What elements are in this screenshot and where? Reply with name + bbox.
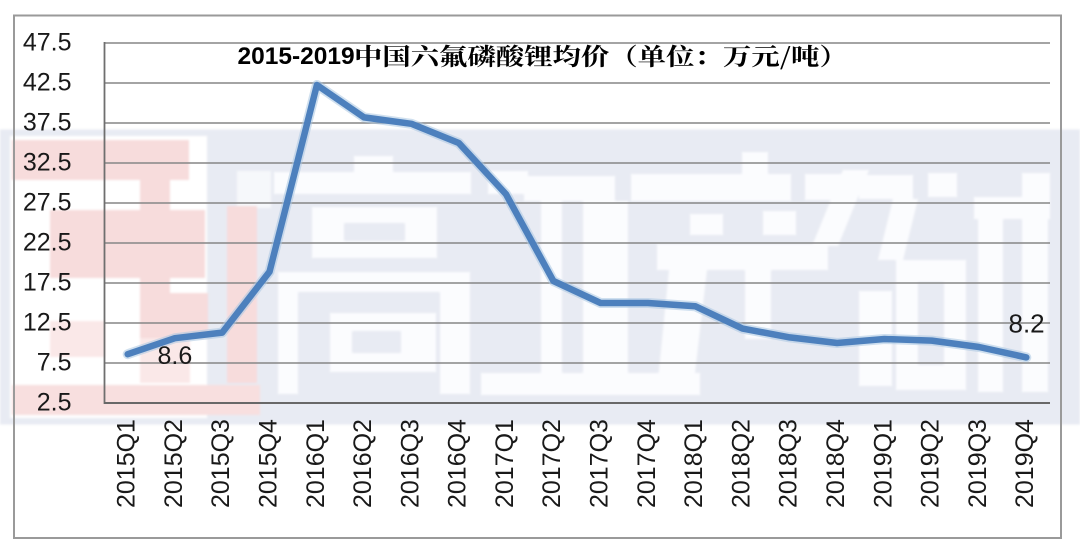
svg-text:2018Q3: 2018Q3	[775, 419, 803, 508]
svg-text:2017Q1: 2017Q1	[491, 419, 519, 508]
svg-text:42.5: 42.5	[23, 69, 72, 97]
svg-text:2019Q2: 2019Q2	[917, 419, 945, 508]
svg-text:12.5: 12.5	[23, 309, 72, 337]
svg-text:2015Q4: 2015Q4	[254, 419, 282, 508]
svg-text:2017Q3: 2017Q3	[586, 419, 614, 508]
svg-text:2017Q2: 2017Q2	[538, 419, 566, 508]
svg-text:2018Q4: 2018Q4	[822, 419, 850, 508]
svg-text:17.5: 17.5	[23, 269, 72, 297]
svg-text:2018Q2: 2018Q2	[727, 419, 755, 508]
svg-text:8.2: 8.2	[1009, 308, 1045, 338]
svg-text:2016Q2: 2016Q2	[349, 419, 377, 508]
svg-text:2015Q3: 2015Q3	[207, 419, 235, 508]
svg-text:2019Q4: 2019Q4	[1011, 419, 1039, 508]
svg-text:2016Q3: 2016Q3	[396, 419, 424, 508]
svg-text:2016Q1: 2016Q1	[302, 419, 330, 508]
svg-text:2015-2019: 2015-2019	[238, 43, 355, 70]
svg-text:37.5: 37.5	[23, 109, 72, 137]
svg-text:27.5: 27.5	[23, 189, 72, 217]
svg-text:7.5: 7.5	[37, 349, 72, 377]
svg-text:2015Q1: 2015Q1	[113, 419, 141, 508]
svg-text:2015Q2: 2015Q2	[160, 419, 188, 508]
svg-text:2.5: 2.5	[37, 389, 72, 417]
svg-text:2019Q1: 2019Q1	[869, 419, 897, 508]
svg-text:47.5: 47.5	[23, 29, 72, 57]
svg-text:8.6: 8.6	[158, 342, 193, 370]
svg-text:2017Q4: 2017Q4	[633, 419, 661, 508]
svg-text:2016Q4: 2016Q4	[444, 419, 472, 508]
svg-text:32.5: 32.5	[23, 149, 72, 177]
svg-text:2019Q3: 2019Q3	[964, 419, 992, 508]
svg-text:22.5: 22.5	[23, 229, 72, 257]
svg-text:2018Q1: 2018Q1	[680, 419, 708, 508]
